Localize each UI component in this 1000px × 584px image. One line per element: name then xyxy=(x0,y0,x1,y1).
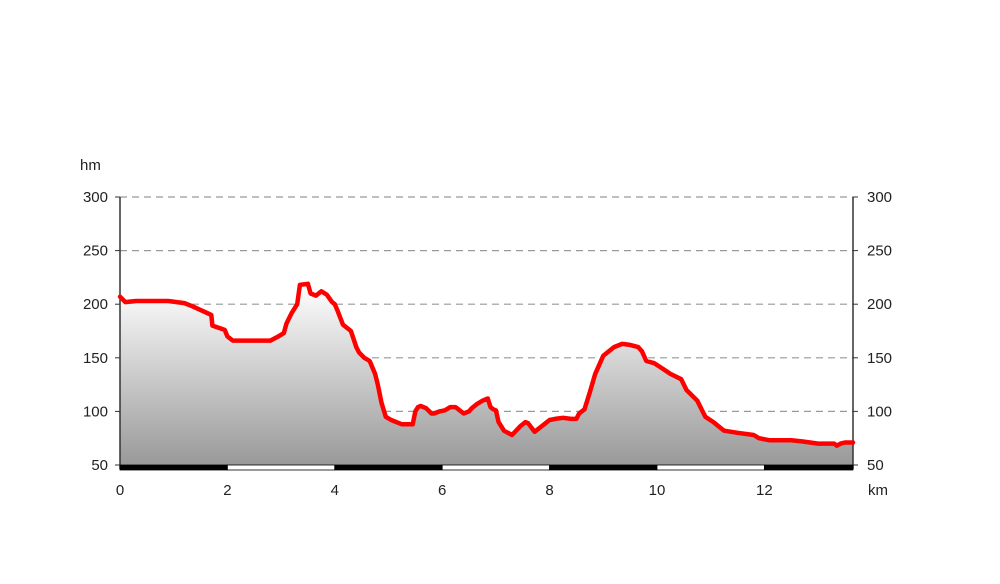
y-tick-label-right: 100 xyxy=(867,403,892,420)
tick-labels: 50 50 100 100 150 150 200 200 250 250 300 300 0 2 4 6 8 1… xyxy=(83,189,892,499)
scale-bar-segment-2 xyxy=(334,464,443,471)
y-tick-label-right: 200 xyxy=(867,296,892,313)
x-tick-label: 6 xyxy=(438,482,446,499)
y-tick-label-left: 200 xyxy=(83,296,108,313)
axes xyxy=(115,196,858,469)
elevation-area-fill xyxy=(120,283,853,465)
y-tick-label-left: 250 xyxy=(83,243,108,260)
x-tick-label: 12 xyxy=(756,482,773,499)
y-tick-label-right: 250 xyxy=(867,243,892,260)
y-tick-label-left: 100 xyxy=(83,403,108,420)
x-tick-label: 2 xyxy=(223,482,231,499)
scale-bar-segment-5 xyxy=(656,464,765,471)
y-tick-label-right: 300 xyxy=(867,189,892,206)
y-tick-label-left: 300 xyxy=(83,189,108,206)
y-tick-label-right: 150 xyxy=(867,350,892,367)
scale-bar-segment-6 xyxy=(763,464,854,471)
scale-bar-segment-1 xyxy=(226,464,336,471)
y-unit-label: hm xyxy=(80,157,101,174)
scale-bar-segment-0 xyxy=(119,464,228,471)
y-tick-label-left: 50 xyxy=(91,457,108,474)
x-tick-label: 8 xyxy=(545,482,553,499)
y-tick-label-left: 150 xyxy=(83,350,108,367)
y-tick-label-right: 50 xyxy=(867,457,884,474)
scale-bar-segment-3 xyxy=(441,464,550,471)
x-tick-label: 0 xyxy=(116,482,124,499)
scale-bar-segment-4 xyxy=(549,464,658,471)
distance-scale-bar xyxy=(119,464,854,471)
x-unit-label: km xyxy=(868,482,888,499)
elevation-line xyxy=(117,281,856,448)
x-tick-label: 4 xyxy=(331,482,339,499)
x-tick-label: 10 xyxy=(649,482,666,499)
